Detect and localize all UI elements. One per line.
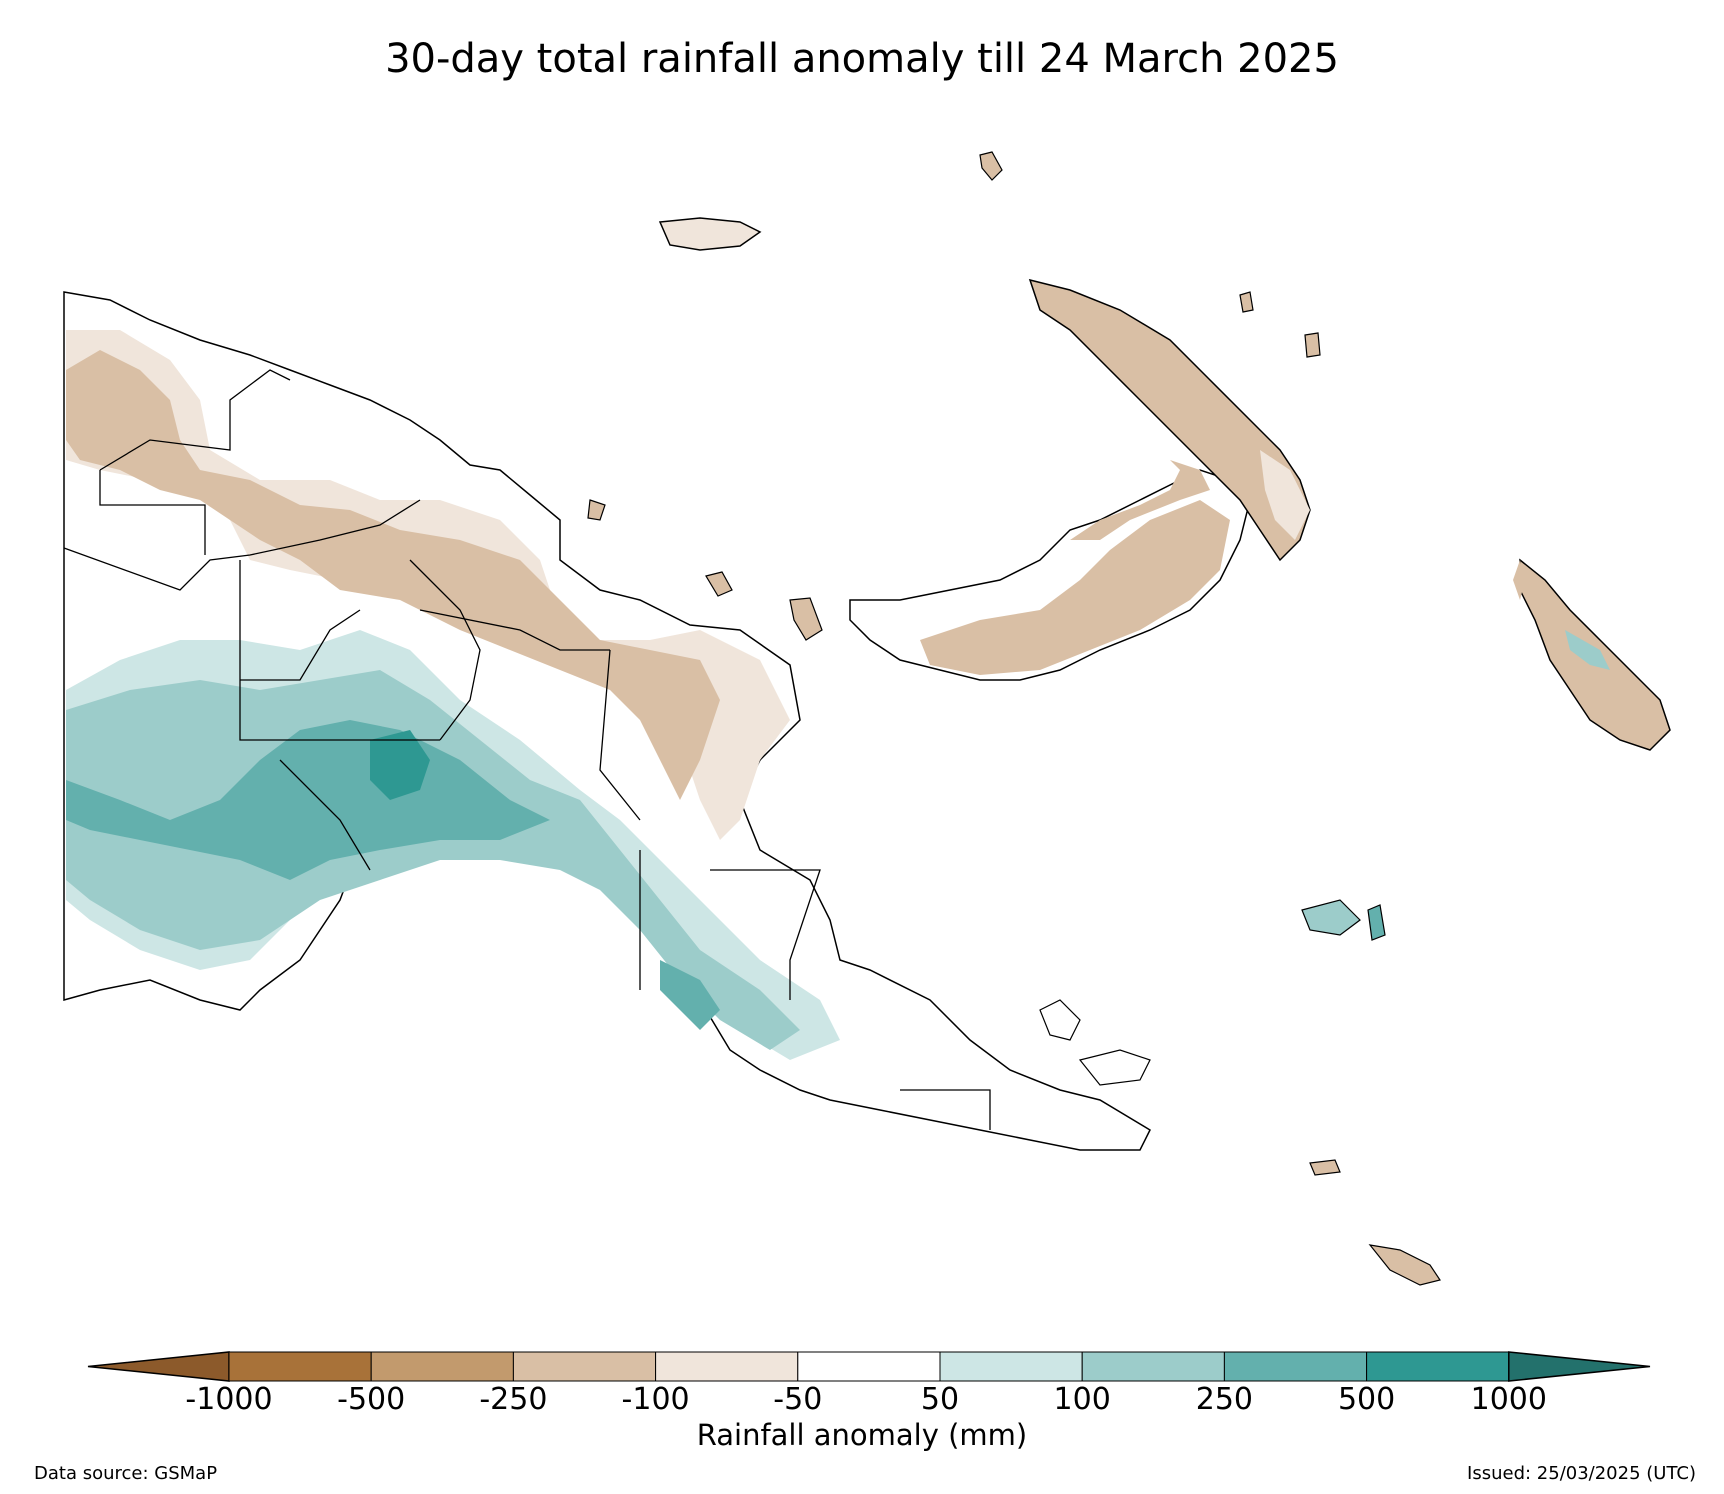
- colorbar-bin: [1366, 1351, 1510, 1382]
- colorbar-bin: [1081, 1351, 1225, 1382]
- colorbar-extend-high: [1508, 1351, 1651, 1382]
- anomaly-pos-southeast-strong: [660, 960, 720, 1030]
- map-title: 30-day total rainfall anomaly till 24 Ma…: [385, 36, 1339, 82]
- colorbar-bin: [939, 1351, 1083, 1382]
- colorbar-tick-label: -500: [337, 1382, 406, 1417]
- colorbar-bin: [655, 1351, 799, 1382]
- colorbar-tick-label: -1000: [185, 1382, 273, 1417]
- colorbar-tick-label: -50: [773, 1382, 823, 1417]
- new-britain: [849, 460, 1251, 681]
- colorbar-bin: [370, 1351, 514, 1382]
- small-islands: [587, 151, 1441, 1286]
- colorbar-bin: [228, 1351, 372, 1382]
- colorbar-bin: [512, 1351, 657, 1382]
- colorbar-label: Rainfall anomaly (mm): [696, 1418, 1028, 1452]
- anomaly-pos-south-peak: [370, 730, 430, 800]
- colorbar-tick-label: 100: [1053, 1382, 1111, 1417]
- data-source: Data source: GSMaP: [34, 1463, 218, 1484]
- manus-island: [658, 217, 762, 251]
- colorbar-bin: [797, 1351, 941, 1382]
- mainland: [63, 291, 1151, 1151]
- colorbar-tick-label: 250: [1195, 1382, 1254, 1417]
- colorbar: [87, 1351, 1651, 1382]
- colorbar-bin: [1223, 1351, 1368, 1382]
- colorbar-tick-label: -100: [621, 1382, 690, 1417]
- colorbar-tick-label: 500: [1337, 1382, 1396, 1417]
- colorbar-tick-label: 1000: [1470, 1382, 1547, 1417]
- colorbar-tick-label: -250: [479, 1382, 548, 1417]
- bougainville: [1513, 558, 1671, 751]
- anomaly-pos-south-mid: [66, 670, 800, 1050]
- colorbar-tick-label: 50: [920, 1382, 960, 1417]
- colorbar-extend-low: [87, 1351, 230, 1382]
- issued-date: Issued: 25/03/2025 (UTC): [1467, 1463, 1696, 1484]
- new-ireland: [1028, 278, 1311, 562]
- anomaly-neg-north-strong: [66, 350, 720, 800]
- province-borders: [63, 369, 991, 1130]
- rainfall-anomaly-map: [63, 151, 1671, 1286]
